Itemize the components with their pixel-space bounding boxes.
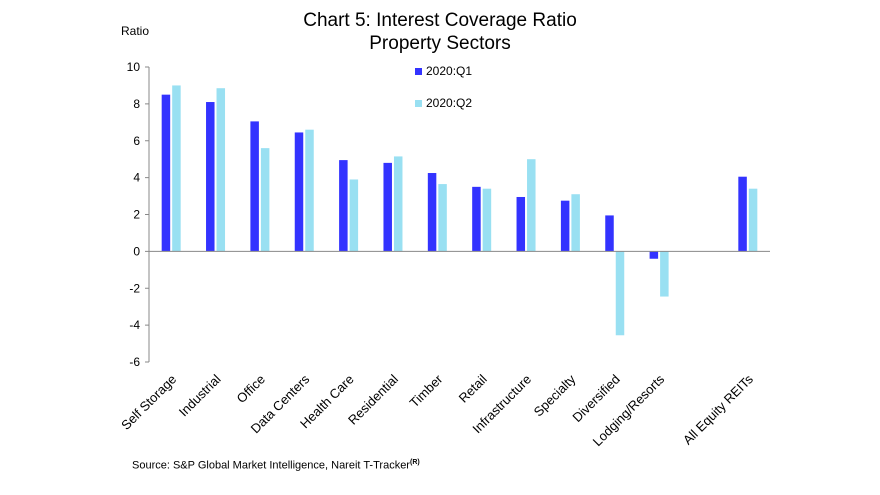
bar-q2 (615, 251, 625, 336)
bar-q1 (649, 251, 659, 259)
bar-q1 (383, 162, 392, 252)
y-tick-label: -4 (129, 318, 140, 332)
y-tick-label: 0 (133, 244, 140, 258)
bar-q2 (748, 188, 758, 252)
bar-q1 (738, 176, 747, 252)
bar-q2 (305, 129, 314, 252)
chart-subtitle: Property Sectors (369, 33, 511, 54)
chart-title: Chart 5: Interest Coverage Ratio (303, 10, 577, 31)
y-axis-label: Ratio (121, 24, 150, 38)
category-label: Timber (407, 371, 446, 410)
y-tick-label: 8 (133, 97, 140, 111)
bar-q2 (527, 159, 536, 252)
category-label: Retail (456, 371, 490, 405)
legend-swatch-q2 (415, 100, 422, 108)
source-note: Source: S&P Global Market Intelligence, … (132, 459, 420, 472)
legend-swatch-q1 (415, 68, 422, 76)
legend-item-q1: 2020:Q1 (415, 64, 472, 78)
bar-q2 (482, 188, 492, 252)
source-superscript: (R) (409, 459, 420, 466)
y-tick-label: 2 (133, 208, 140, 222)
bar-q2 (216, 88, 226, 252)
bar-q2 (571, 194, 580, 252)
bar-q2 (660, 251, 669, 297)
category-label: Self Storage (118, 372, 179, 433)
legend-label-q1: 2020:Q1 (426, 64, 473, 78)
bar-q1 (250, 121, 259, 252)
y-tick-label: 10 (127, 60, 141, 74)
legend-label-q2: 2020:Q2 (426, 96, 473, 110)
category-label: Office (234, 372, 268, 406)
bar-q1 (161, 94, 171, 252)
y-tick-label: 4 (133, 171, 140, 185)
y-tick-label: 6 (133, 134, 140, 148)
y-tick-label: -2 (129, 281, 140, 295)
y-tick-label: -6 (129, 355, 140, 369)
bar-q1 (605, 215, 614, 252)
legend-item-q2: 2020:Q2 (415, 96, 472, 110)
bar-q2 (393, 156, 403, 252)
bar-q1 (206, 102, 215, 252)
category-label: All Equity REITs (680, 371, 756, 447)
bar-q1 (472, 186, 481, 252)
bar-q1 (427, 173, 437, 252)
source-text: Source: S&P Global Market Intelligence, … (132, 459, 410, 472)
bar-q1 (294, 132, 304, 252)
bar-q1 (339, 160, 348, 252)
bar-q2 (172, 85, 181, 252)
bar-q1 (516, 196, 526, 252)
bar-q2 (438, 184, 447, 252)
category-label: Industrial (176, 371, 224, 419)
bar-q1 (560, 200, 570, 252)
bar-q2 (349, 179, 359, 252)
bar-q2 (260, 148, 270, 252)
